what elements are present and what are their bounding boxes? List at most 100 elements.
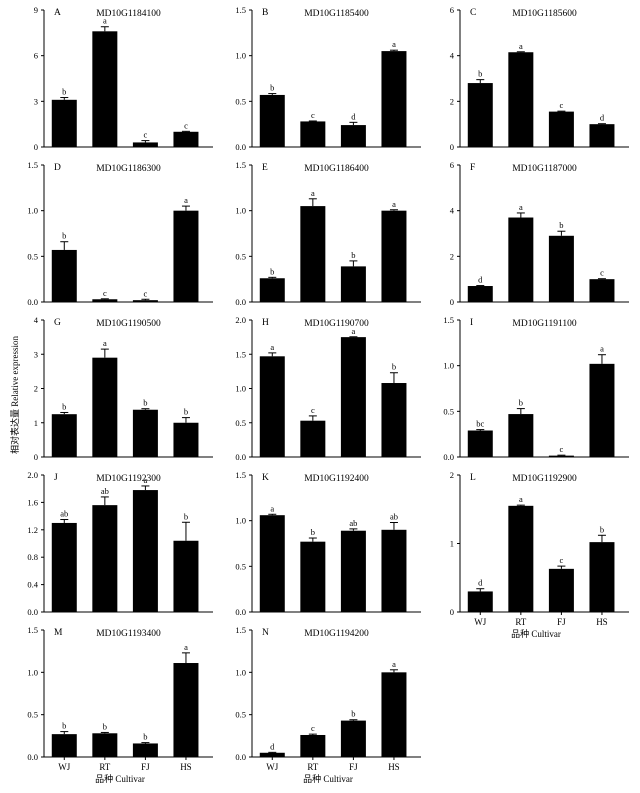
bar [92, 505, 118, 612]
y-tick-label: 0 [34, 452, 38, 462]
y-tick-label: 1.6 [27, 497, 38, 507]
bar [340, 125, 366, 147]
significance-label: b [143, 398, 147, 408]
bar [548, 568, 574, 612]
bar [508, 52, 534, 147]
bar [51, 249, 77, 302]
bar [508, 414, 534, 457]
x-tick-label: FJ [557, 617, 566, 627]
y-tick-label: 0.5 [27, 251, 38, 261]
significance-label: c [311, 723, 315, 733]
bar [589, 542, 615, 612]
bar [467, 591, 493, 612]
gene-title: MD10G1191100 [512, 319, 576, 329]
bar [92, 733, 118, 757]
significance-label: c [103, 288, 107, 298]
bar [467, 430, 493, 457]
gene-title: MD10G1192900 [512, 474, 577, 484]
y-tick-label: 0.5 [235, 710, 246, 720]
y-tick-label: 0 [450, 607, 454, 617]
bar [259, 94, 285, 147]
panel-letter: A [54, 8, 61, 18]
gene-title: MD10G1192400 [304, 474, 369, 484]
y-tick-label: 1.5 [27, 625, 38, 635]
bar [300, 206, 326, 302]
y-tick-label: 2 [450, 470, 454, 480]
significance-label: c [311, 405, 315, 415]
panel-b: 0.0 0.5 1.0 1.5 B MD10G1185400 b c d a [235, 5, 421, 152]
significance-label: b [103, 721, 107, 731]
significance-label: a [270, 503, 274, 513]
x-axis-label: 品种 Cultivar [511, 628, 561, 639]
significance-label: b [62, 401, 66, 411]
y-tick-label: 1.0 [235, 667, 246, 677]
significance-label: c [560, 555, 564, 565]
bar [467, 286, 493, 302]
y-tick-label: 1.0 [235, 384, 246, 394]
y-tick-label: 1.5 [27, 160, 38, 170]
significance-label: a [144, 475, 148, 485]
y-tick-label: 1.5 [235, 349, 246, 359]
y-tick-label: 1.5 [443, 315, 454, 325]
y-tick-label: 4 [34, 315, 39, 325]
y-tick-label: 0.5 [235, 418, 246, 428]
significance-label: a [311, 188, 315, 198]
y-tick-label: 0.5 [235, 251, 246, 261]
bar [548, 235, 574, 302]
y-tick-label: 3 [34, 349, 38, 359]
x-tick-label: WJ [266, 762, 278, 772]
y-tick-label: 0.5 [235, 96, 246, 106]
x-tick-label: RT [99, 762, 110, 772]
significance-label: c [184, 120, 188, 130]
y-tick-label: 1.0 [27, 667, 38, 677]
x-tick-label: WJ [58, 762, 70, 772]
bar [173, 210, 199, 302]
y-tick-label: 1.0 [235, 516, 246, 526]
y-tick-label: 6 [450, 5, 454, 15]
significance-label: a [103, 16, 107, 26]
significance-label: a [184, 642, 188, 652]
bar [173, 663, 199, 757]
bar [508, 505, 534, 612]
significance-label: a [392, 199, 396, 209]
significance-label: a [270, 342, 274, 352]
significance-label: b [351, 250, 355, 260]
bar [132, 409, 158, 457]
significance-label: b [311, 527, 315, 537]
y-tick-label: 0.0 [235, 752, 246, 762]
significance-label: c [560, 100, 564, 110]
x-tick-label: WJ [474, 617, 486, 627]
bar [300, 541, 326, 612]
y-tick-label: 0.8 [27, 552, 38, 562]
bar [508, 217, 534, 302]
significance-label: b [519, 398, 523, 408]
y-tick-label: 0.0 [27, 297, 38, 307]
gene-title: MD10G1194200 [304, 629, 369, 639]
x-axis-label: 品种 Cultivar [303, 773, 353, 784]
gene-title: MD10G1187000 [512, 164, 577, 174]
y-tick-label: 1 [450, 539, 454, 549]
bar [259, 752, 285, 757]
significance-label: ab [349, 518, 357, 528]
panel-n: 0.0 0.5 1.0 1.5 N MD10G1194200 d c b a WJ RT FJ HS 品种 … [235, 625, 421, 784]
bar [381, 51, 407, 147]
panel-letter: J [54, 473, 58, 483]
y-tick-label: 0.5 [443, 406, 454, 416]
x-tick-label: RT [307, 762, 318, 772]
panel-letter: L [470, 473, 476, 483]
bar [259, 515, 285, 612]
significance-label: b [270, 266, 274, 276]
panel-letter: I [470, 318, 473, 328]
y-tick-label: 1.0 [235, 51, 246, 61]
x-tick-label: HS [180, 762, 192, 772]
panel-letter: H [262, 318, 269, 328]
significance-label: bc [476, 419, 484, 429]
bar [381, 529, 407, 612]
significance-label: d [600, 113, 605, 123]
y-tick-label: 6 [450, 160, 454, 170]
bar [340, 266, 366, 302]
y-tick-label: 2.0 [27, 470, 38, 480]
